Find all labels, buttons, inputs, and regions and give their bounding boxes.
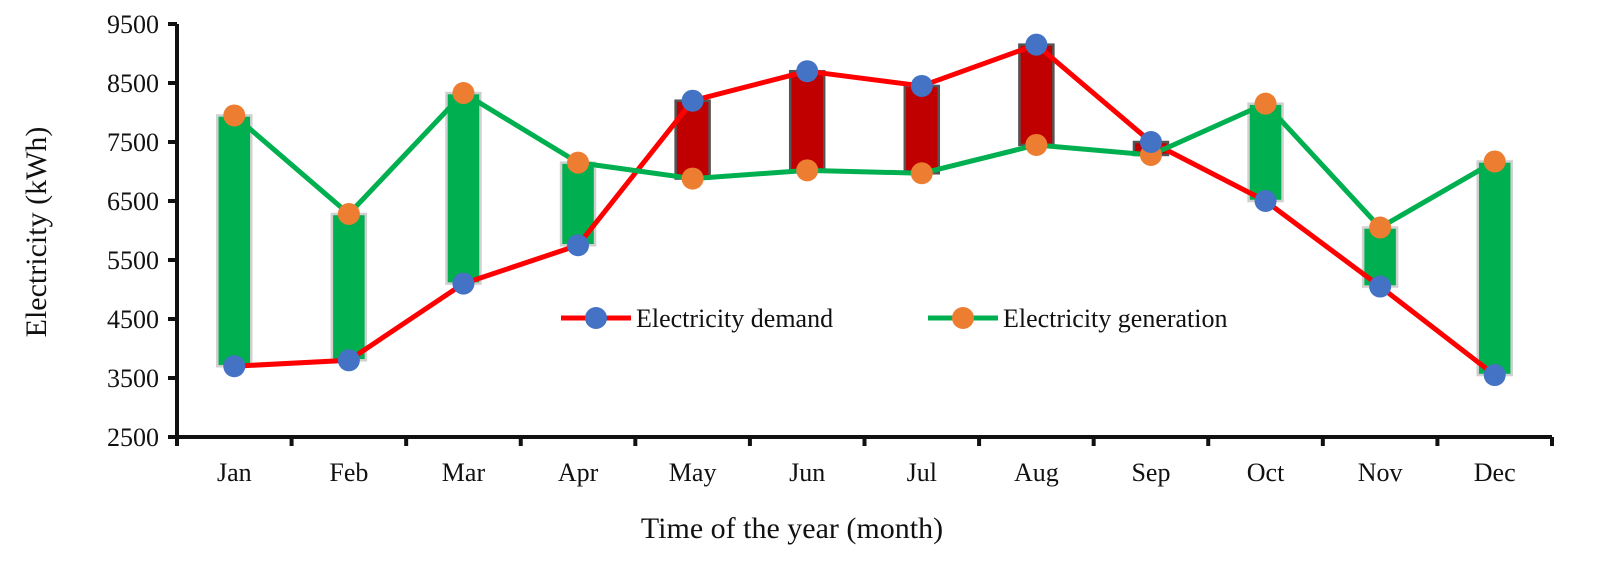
point-generation-may <box>681 167 704 190</box>
x-tick-label-jun: Jun <box>789 458 825 487</box>
x-tick-label-nov: Nov <box>1358 458 1403 487</box>
point-demand-sep <box>1139 131 1162 153</box>
tick-labels: 2500 3500 4500 5500 6500 7500 8500 9500 Jan Feb Ma… <box>107 10 1516 487</box>
point-demand-jul <box>910 74 933 97</box>
bar-jul <box>903 84 941 175</box>
point-demand-dec <box>1483 364 1506 387</box>
point-demand-apr <box>567 234 590 257</box>
bar-aug <box>1018 43 1055 147</box>
bar-oct <box>1247 102 1284 203</box>
x-tick-label-jul: Jul <box>907 458 937 487</box>
point-demand-mar <box>452 272 475 295</box>
series-markers <box>223 33 1506 387</box>
point-demand-jun <box>796 60 819 83</box>
y-tick-label-8500: 8500 <box>107 69 159 98</box>
x-tick-label-aug: Aug <box>1014 458 1059 487</box>
y-tick-label-5500: 5500 <box>107 246 159 275</box>
x-axis-title: Time of the year (month) <box>641 512 943 545</box>
y-tick-label-6500: 6500 <box>107 187 159 216</box>
y-tick-label-2500: 2500 <box>107 423 159 452</box>
point-generation-dec <box>1483 150 1506 173</box>
legend-label-generation: Electricity generation <box>1003 304 1228 333</box>
x-tick-label-apr: Apr <box>558 458 599 487</box>
y-tick-label-7500: 7500 <box>107 128 159 157</box>
x-tick-label-mar: Mar <box>442 458 486 487</box>
bar-mar <box>445 91 482 285</box>
series-lines <box>232 42 1497 378</box>
point-generation-jun <box>796 159 819 182</box>
y-tick-label-9500: 9500 <box>107 10 159 39</box>
line-series-generation <box>232 90 1496 231</box>
point-demand-aug <box>1025 33 1048 56</box>
x-tick-label-feb: Feb <box>329 458 368 487</box>
legend: Electricity demand Electricity generation <box>561 304 1228 333</box>
bar-jun <box>788 69 826 172</box>
point-generation-mar <box>452 82 475 105</box>
legend-label-demand: Electricity demand <box>636 304 833 333</box>
legend-marker-generation <box>952 307 974 329</box>
legend-marker-demand <box>585 307 607 329</box>
x-tick-label-may: May <box>669 458 717 487</box>
x-tick-label-oct: Oct <box>1247 458 1285 487</box>
difference-bars <box>216 43 1513 377</box>
x-tick-label-sep: Sep <box>1131 458 1170 487</box>
line-series-demand <box>234 42 1497 378</box>
x-tick-label-dec: Dec <box>1474 458 1516 487</box>
point-demand-may <box>681 89 704 112</box>
point-demand-jan <box>223 355 246 378</box>
point-demand-nov <box>1369 275 1392 298</box>
point-generation-apr <box>567 151 590 174</box>
y-tick-label-3500: 3500 <box>107 364 159 393</box>
x-tick-label-jan: Jan <box>217 458 252 487</box>
point-demand-feb <box>337 349 360 372</box>
point-generation-aug <box>1025 133 1048 156</box>
point-generation-oct <box>1254 92 1277 115</box>
axes <box>168 22 1554 446</box>
point-generation-jan <box>223 104 246 127</box>
point-generation-jul <box>910 162 933 185</box>
bar-feb <box>330 212 368 362</box>
point-generation-nov <box>1369 216 1392 239</box>
y-axis-title: Electricity (kWh) <box>20 127 53 338</box>
point-demand-oct <box>1254 190 1277 212</box>
bar-dec <box>1476 160 1513 377</box>
y-tick-label-4500: 4500 <box>107 305 159 334</box>
point-generation-feb <box>337 202 360 225</box>
bar-jan <box>216 114 253 368</box>
